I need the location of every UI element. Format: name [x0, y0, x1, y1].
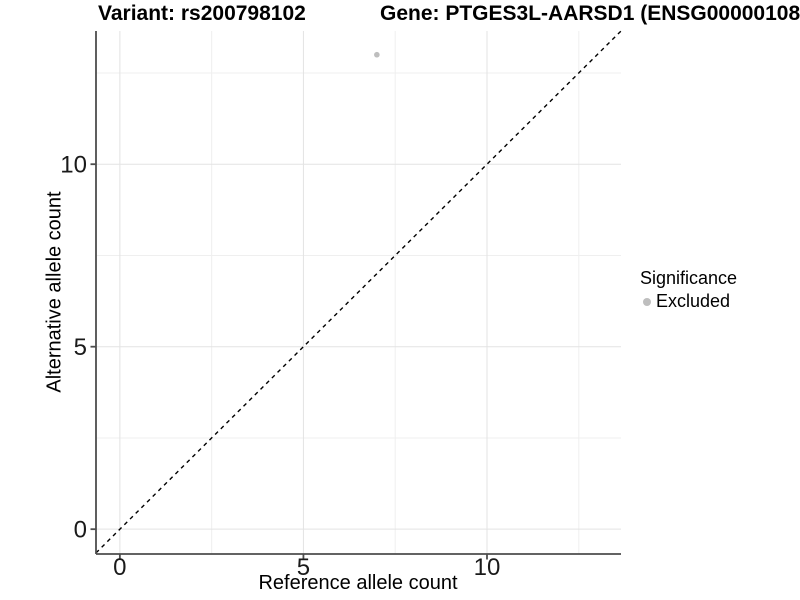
title-variant: Variant: rs200798102 — [98, 2, 306, 25]
title-gene: Gene: PTGES3L-AARSD1 (ENSG0000010882 — [380, 2, 800, 25]
x-axis-title: Reference allele count — [258, 572, 458, 594]
legend-item-excluded: Excluded — [640, 291, 737, 312]
data-point — [374, 51, 380, 58]
y-tick-label: 5 — [74, 334, 87, 361]
y-tick-label: 0 — [74, 517, 87, 544]
x-tick-label: 10 — [474, 554, 501, 581]
legend-title: Significance — [640, 268, 738, 288]
y-axis-title: Alternative allele count — [43, 191, 66, 393]
legend: Significance Excluded — [640, 268, 737, 312]
x-tick-label: 0 — [113, 554, 126, 581]
x-tick-label: 5 — [297, 554, 310, 581]
y-tick-label: 10 — [60, 152, 87, 179]
legend-key-dot-icon — [643, 297, 651, 306]
identity-reference-line — [95, 30, 622, 554]
legend-item-label: Excluded — [656, 291, 731, 311]
plot-title: Variant: rs200798102 Gene: PTGES3L-AARSD… — [0, 2, 800, 30]
